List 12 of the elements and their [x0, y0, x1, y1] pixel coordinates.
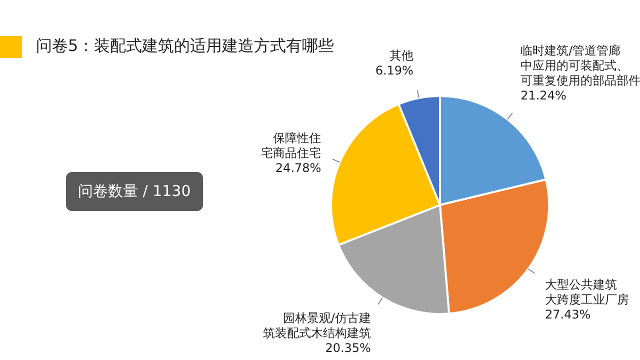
- data-label: 6.19%: [375, 64, 414, 78]
- slice-label: 临时建筑/管道管廊中应用的可装配式、可重复使用的部品部件: [520, 43, 640, 88]
- slice-label: 园林景观/仿古建筑装配式木结构建筑: [262, 310, 371, 340]
- data-label: 24.78%: [275, 160, 322, 175]
- slice-label: 保障性住宅商品住宅: [261, 130, 322, 160]
- data-label: 21.24%: [520, 88, 566, 102]
- data-label: 20.35%: [325, 340, 371, 355]
- text: 问卷数量 / 1130: [66, 172, 203, 211]
- data-label: 27.43%: [544, 308, 591, 322]
- slice-label: 其他: [389, 48, 414, 63]
- slice-label: 大型公共建筑大跨度工业厂房: [544, 278, 629, 307]
- chart-title: 问卷5：装配式建筑的适用建造方式有哪些: [36, 36, 334, 56]
